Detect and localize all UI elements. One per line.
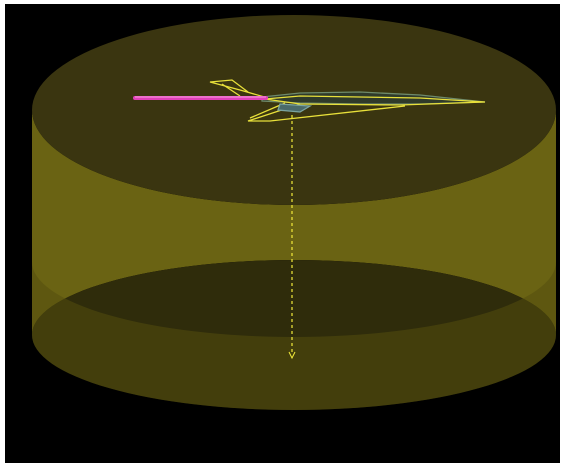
aircraft-wireframe xyxy=(209,79,486,122)
cylinder-side xyxy=(32,110,556,335)
trace-arrow xyxy=(288,351,296,360)
cylinder-front-wall xyxy=(32,262,556,410)
